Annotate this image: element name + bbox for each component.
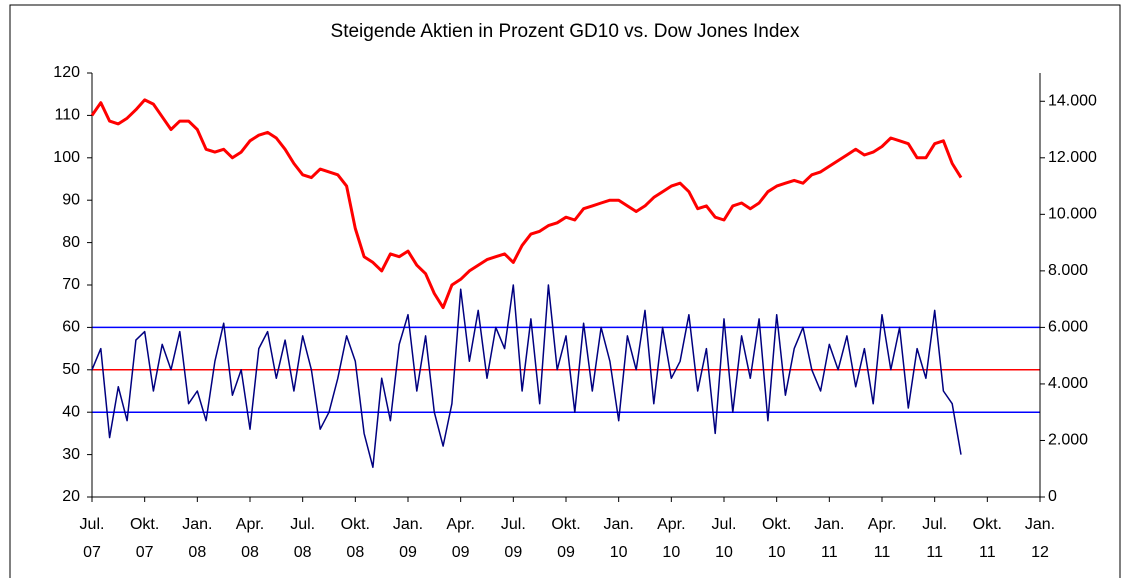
y-tick-label: 40 [62,403,80,420]
x-tick-label: Jul. [80,516,105,533]
y2-tick-label: 12.000 [1048,149,1097,166]
x-tick-label: Apr. [657,516,685,533]
y2-tick-label: 8.000 [1048,262,1088,279]
x-tick-label: 10 [768,544,786,561]
y2-tick-label: 4.000 [1048,375,1088,392]
x-tick-label: 11 [874,544,891,561]
x-tick-label: Okt. [341,516,370,533]
y-tick-label: 70 [62,276,80,293]
y-tick-label: 110 [54,107,80,124]
y-tick-label: 80 [62,234,80,251]
x-tick-label: 07 [136,544,154,561]
x-tick-label: 08 [294,544,312,561]
y-tick-label: 30 [62,446,80,463]
x-tick-label: 11 [979,544,996,561]
chart-title: Steigende Aktien in Prozent GD10 vs. Dow… [331,21,800,42]
x-tick-label: Okt. [130,516,159,533]
x-tick-label: 11 [926,544,943,561]
x-tick-label: 10 [662,544,680,561]
y-tick-label: 50 [62,361,80,378]
x-tick-label: Jan. [604,516,634,533]
x-tick-label: Apr. [236,516,264,533]
x-tick-label: Apr. [868,516,896,533]
y-tick-label: 20 [62,488,80,505]
x-tick-label: 08 [188,544,206,561]
x-tick-label: 08 [241,544,259,561]
x-tick-label: Okt. [551,516,580,533]
x-tick-label: Okt. [762,516,791,533]
y2-tick-label: 2.000 [1048,432,1088,449]
x-tick-label: 08 [346,544,364,561]
x-tick-label: Jul. [501,516,526,533]
x-tick-label: 09 [557,544,575,561]
x-tick-label: Jan. [1025,516,1055,533]
x-tick-label: Jan. [393,516,423,533]
y-tick-label: 60 [62,319,80,336]
x-tick-label: 11 [821,544,838,561]
chart-frame [9,4,1121,578]
series-line [91,284,962,469]
y-tick-label: 90 [62,191,80,208]
series-line [90,98,963,310]
y2-tick-label: 6.000 [1048,319,1088,336]
x-tick-label: 12 [1031,544,1049,561]
y-tick-label: 100 [53,149,80,166]
x-tick-label: 10 [715,544,733,561]
x-tick-label: Jul. [712,516,737,533]
x-tick-label: Okt. [973,516,1002,533]
y-tick-label: 120 [53,64,80,81]
x-tick-label: Jul. [290,516,315,533]
y2-tick-label: 10.000 [1048,206,1097,223]
x-tick-label: 09 [452,544,470,561]
x-tick-label: 09 [399,544,417,561]
x-tick-label: 10 [610,544,628,561]
x-tick-label: 09 [504,544,522,561]
x-tick-label: Jan. [182,516,212,533]
x-tick-label: Apr. [446,516,474,533]
x-tick-label: Jul. [922,516,947,533]
x-tick-label: Jan. [814,516,844,533]
x-tick-label: 07 [83,544,101,561]
y2-tick-label: 0 [1048,488,1057,505]
y2-tick-label: 14.000 [1048,92,1097,109]
